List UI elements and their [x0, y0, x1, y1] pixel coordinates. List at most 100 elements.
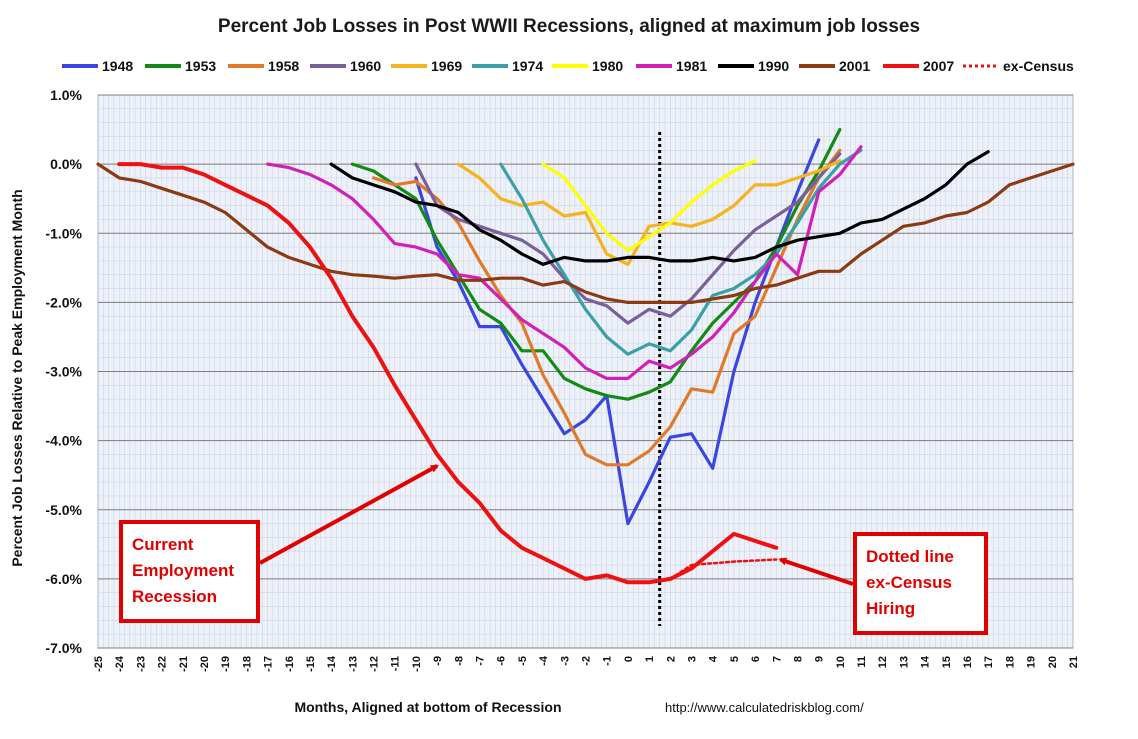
x-tick-label: 16: [962, 656, 974, 668]
y-tick-label: -5.0%: [45, 502, 82, 518]
y-tick-label: -2.0%: [45, 294, 82, 310]
legend-label: 1953: [185, 58, 216, 74]
x-tick-label: -22: [157, 656, 169, 672]
x-tick-label: 6: [750, 656, 762, 662]
x-tick-label: 1: [644, 656, 656, 662]
series-line-1981: [266, 145, 863, 380]
x-tick-label: -8: [453, 656, 465, 666]
x-tick-label: 0: [623, 656, 635, 662]
x-tick-label: -13: [347, 656, 359, 672]
legend: 1948 1953 1958 1960 1969 1974 1980 1981 1990 2001…: [62, 58, 1074, 74]
x-tick-label: -11: [390, 656, 402, 671]
x-tick-label: -6: [496, 656, 508, 666]
x-tick-label: 3: [686, 656, 698, 662]
y-tick-label: -6.0%: [45, 571, 82, 587]
legend-label: 1981: [676, 58, 707, 74]
y-tick-label: -1.0%: [45, 225, 82, 241]
x-tick-label: 21: [1068, 656, 1080, 668]
callout-box: [853, 532, 988, 635]
legend-item: 2007: [883, 58, 954, 74]
x-tick-label: 19: [1026, 656, 1038, 668]
major-grid: [98, 94, 1073, 649]
callout-text: Employment: [132, 561, 234, 580]
legend-item: 1974: [472, 58, 543, 74]
callout-text: Dotted line: [866, 547, 954, 566]
x-tick-label: -25: [93, 656, 105, 672]
series-line-1974: [499, 148, 863, 356]
x-tick-label: -2: [581, 656, 593, 666]
legend-label: 1948: [102, 58, 133, 74]
x-tick-label: 15: [941, 656, 953, 668]
y-tick-label: 0.0%: [50, 156, 82, 172]
legend-item: 1990: [718, 58, 789, 74]
legend-item: 1980: [552, 58, 623, 74]
x-tick-label: 7: [771, 656, 783, 662]
x-tick-label: -9: [432, 656, 444, 666]
legend-label: 1969: [431, 58, 462, 74]
x-tick-label: -18: [241, 656, 253, 672]
series-line-1969: [456, 159, 842, 266]
legend-label: ex-Census: [1003, 58, 1074, 74]
x-tick-label: -4: [538, 655, 550, 666]
legend-item: 2001: [799, 58, 870, 74]
series-line-2001: [96, 162, 1075, 304]
series-line-1948: [414, 138, 821, 526]
x-tick-label: 2: [665, 656, 677, 662]
annotation-callout: Dotted line ex-Census Hiring: [778, 532, 988, 635]
x-tick-label: 14: [920, 655, 932, 668]
x-tick-label: 9: [814, 656, 826, 662]
callout-box: [119, 520, 260, 623]
x-tick-label: -12: [369, 656, 381, 672]
chart-title: Percent Job Losses in Post WWII Recessio…: [218, 16, 920, 37]
x-tick-label: -3: [559, 656, 571, 666]
annotation-callout: Current Employment Recession: [119, 464, 439, 623]
y-tick-label: 1.0%: [50, 87, 82, 103]
x-tick-label: 10: [835, 656, 847, 668]
x-tick-label: 5: [729, 656, 741, 662]
callout-text: ex-Census: [866, 573, 952, 592]
x-tick-label: -15: [305, 656, 317, 672]
x-tick-label: 17: [983, 656, 995, 668]
legend-label: 1960: [350, 58, 381, 74]
legend-item: ex-Census: [963, 58, 1074, 74]
legend-item: 1969: [391, 58, 462, 74]
x-tick-label: -1: [602, 656, 614, 666]
legend-label: 1958: [268, 58, 299, 74]
x-tick-label: -10: [411, 656, 423, 672]
callout-text: Recession: [132, 587, 217, 606]
x-tick-label: -5: [517, 656, 529, 666]
x-tick-label: 11: [856, 656, 868, 668]
x-tick-label: 12: [877, 656, 889, 668]
x-tick-label: -7: [475, 656, 487, 666]
series-line-1980: [541, 159, 757, 253]
callout-arrow: [259, 464, 439, 565]
series-line-1990: [329, 150, 990, 266]
x-tick-label: 20: [1047, 656, 1059, 668]
x-tick-label: 4: [708, 655, 720, 662]
callout-text: Hiring: [866, 599, 915, 618]
x-axis-label: Months, Aligned at bottom of Recession: [294, 699, 561, 715]
legend-item: 1960: [310, 58, 381, 74]
callout-text: Current: [132, 535, 194, 554]
legend-label: 2001: [839, 58, 870, 74]
x-tick-label: 18: [1004, 656, 1016, 668]
series-line-1960: [414, 152, 842, 325]
y-tick-label: -4.0%: [45, 433, 82, 449]
x-tick-label: -21: [178, 656, 190, 672]
series-lines: [96, 128, 1075, 585]
x-tick-label: -17: [263, 656, 275, 672]
series-line-ex-Census: [669, 558, 778, 581]
legend-label: 1974: [512, 58, 543, 74]
y-axis-label: Percent Job Losses Relative to Peak Empl…: [9, 189, 25, 566]
legend-label: 2007: [923, 58, 954, 74]
x-tick-label: -20: [199, 656, 211, 672]
y-tick-label: -7.0%: [45, 640, 82, 656]
x-tick-label: -24: [114, 655, 126, 672]
source-url: http://www.calculatedriskblog.com/: [665, 700, 864, 715]
legend-item: 1948: [62, 58, 133, 74]
x-tick-label: 13: [898, 656, 910, 668]
y-tick-label: -3.0%: [45, 364, 82, 380]
x-tick-label: -14: [326, 655, 338, 672]
